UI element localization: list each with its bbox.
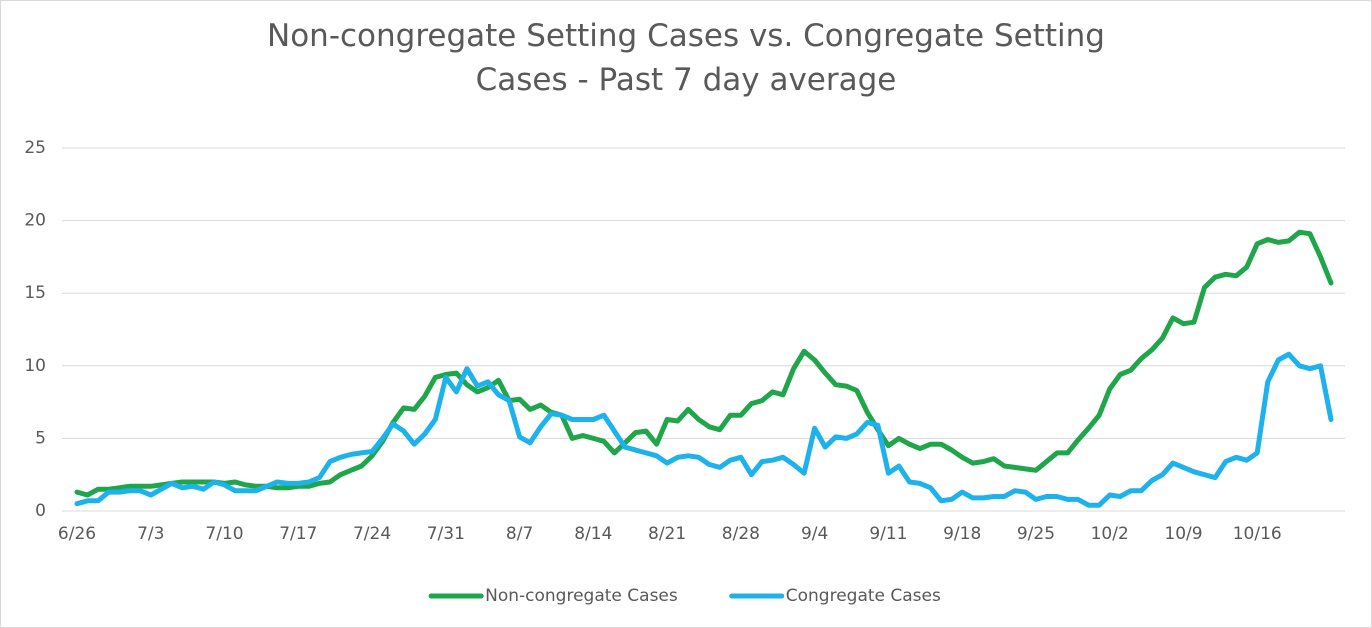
x-tick-label: 7/17: [279, 524, 317, 544]
x-tick-label: 10/16: [1233, 524, 1282, 544]
y-tick-label: 20: [24, 211, 46, 231]
x-tick-label: 7/31: [427, 524, 465, 544]
x-tick-label: 6/26: [58, 524, 96, 544]
series-line: [74, 351, 1334, 508]
chart-title: Non-congregate Setting Cases vs. Congreg…: [267, 18, 1105, 98]
y-tick-label: 25: [24, 138, 46, 158]
x-tick-label: 8/28: [722, 524, 760, 544]
x-tick-label: 9/18: [943, 524, 981, 544]
x-tick-label: 9/25: [1017, 524, 1055, 544]
y-tick-label: 10: [24, 356, 46, 376]
legend-label: Non-congregate Cases: [485, 586, 678, 606]
series-line: [74, 229, 1334, 498]
x-tick-label: 9/11: [869, 524, 907, 544]
x-tick-label: 10/9: [1164, 524, 1202, 544]
x-tick-label: 8/7: [506, 524, 533, 544]
legend-label: Congregate Cases: [786, 586, 941, 606]
y-tick-label: 5: [35, 428, 46, 448]
y-tick-label: 15: [24, 283, 46, 303]
x-tick-label: 7/24: [353, 524, 391, 544]
x-tick-label: 9/4: [801, 524, 828, 544]
x-tick-label: 7/3: [137, 524, 164, 544]
x-tick-label: 10/2: [1091, 524, 1129, 544]
y-tick-label: 0: [35, 501, 46, 521]
x-tick-label: 8/21: [648, 524, 686, 544]
title-box: Non-congregate Setting Cases vs. Congreg…: [0, 14, 1372, 102]
x-tick-label: 8/14: [574, 524, 612, 544]
x-tick-label: 7/10: [205, 524, 243, 544]
